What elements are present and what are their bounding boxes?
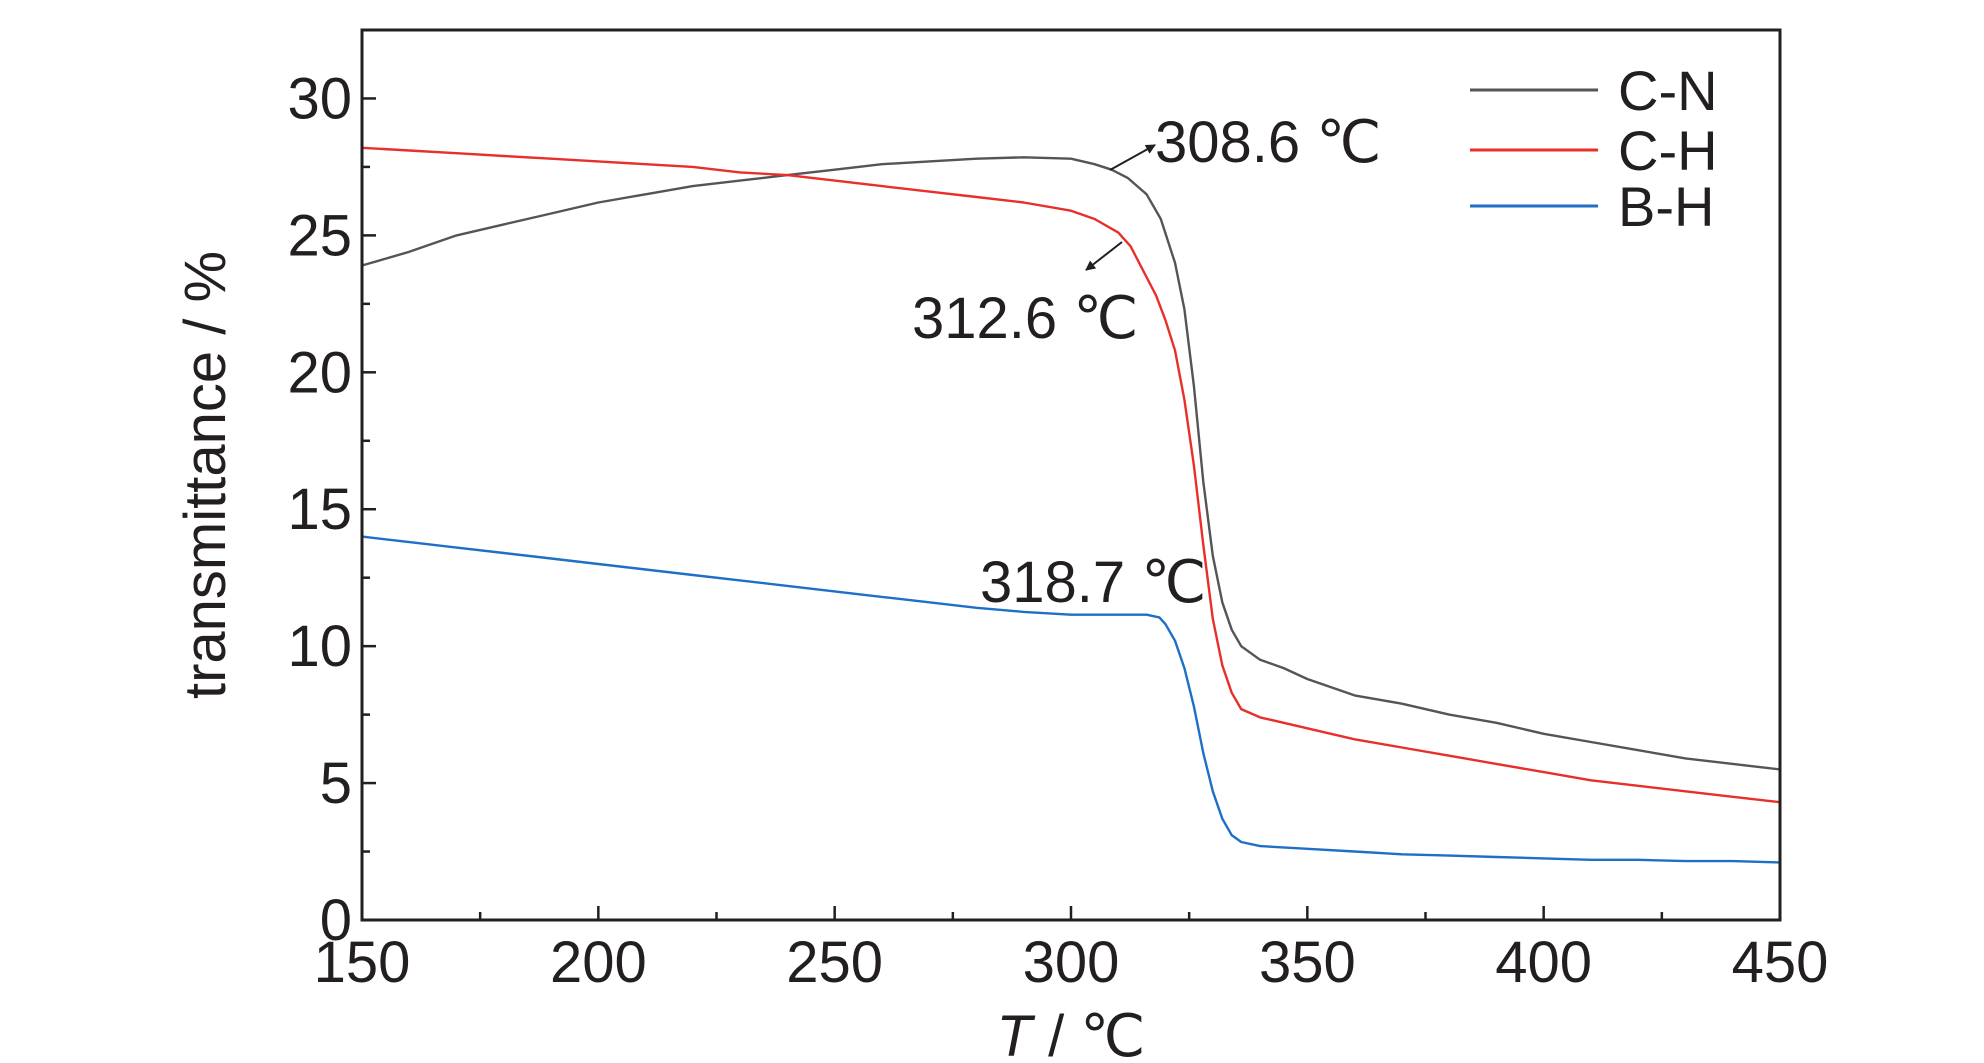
y-tick-label: 5	[320, 751, 352, 816]
y-axis-ticks: 0 5 10 15 20 25 30	[287, 66, 376, 953]
x-tick-label: 150	[314, 930, 411, 995]
legend-label-b-h: B-H	[1618, 175, 1714, 238]
series-line-b-h	[361, 535, 1781, 864]
legend-label-c-n: C-N	[1618, 59, 1718, 122]
y-tick-label: 20	[287, 340, 352, 405]
x-axis-ticks: 150 200 250 300 350 400 450	[314, 906, 1829, 995]
x-tick-label: 450	[1732, 930, 1829, 995]
series-line-c-h	[361, 146, 1781, 804]
annotations: 308.6 ℃ 312.6 ℃ 318.7 ℃	[912, 110, 1381, 615]
x-tick-label: 350	[1259, 930, 1356, 995]
y-axis-label: transmittance / %	[173, 251, 238, 699]
y-tick-label: 30	[287, 66, 352, 131]
x-tick-label: 200	[550, 930, 647, 995]
x-tick-label: 250	[786, 930, 883, 995]
annotation-b-h-onset: 318.7 ℃	[980, 550, 1206, 615]
plot-frame	[360, 28, 1782, 922]
annotation-c-n-arrow	[1109, 144, 1156, 171]
y-tick-label: 15	[287, 477, 352, 542]
x-axis-label-symbol: T	[997, 1004, 1036, 1063]
y-tick-label: 0	[320, 888, 352, 953]
annotation-c-h-onset: 312.6 ℃	[912, 286, 1138, 351]
legend: C-N C-H B-H	[1470, 59, 1718, 238]
legend-label-c-h: C-H	[1618, 119, 1718, 182]
annotation-c-n-onset: 308.6 ℃	[1155, 110, 1381, 175]
y-tick-label: 10	[287, 614, 352, 679]
annotation-c-h-arrow	[1085, 241, 1123, 271]
x-tick-label: 300	[1023, 930, 1120, 995]
series-line-c-n	[361, 156, 1781, 771]
x-axis-label-unit: / ℃	[1032, 1004, 1145, 1063]
x-axis-label: T / ℃	[997, 1004, 1146, 1063]
series-layer	[361, 146, 1781, 864]
x-tick-label: 400	[1495, 930, 1592, 995]
y-tick-label: 25	[287, 203, 352, 268]
